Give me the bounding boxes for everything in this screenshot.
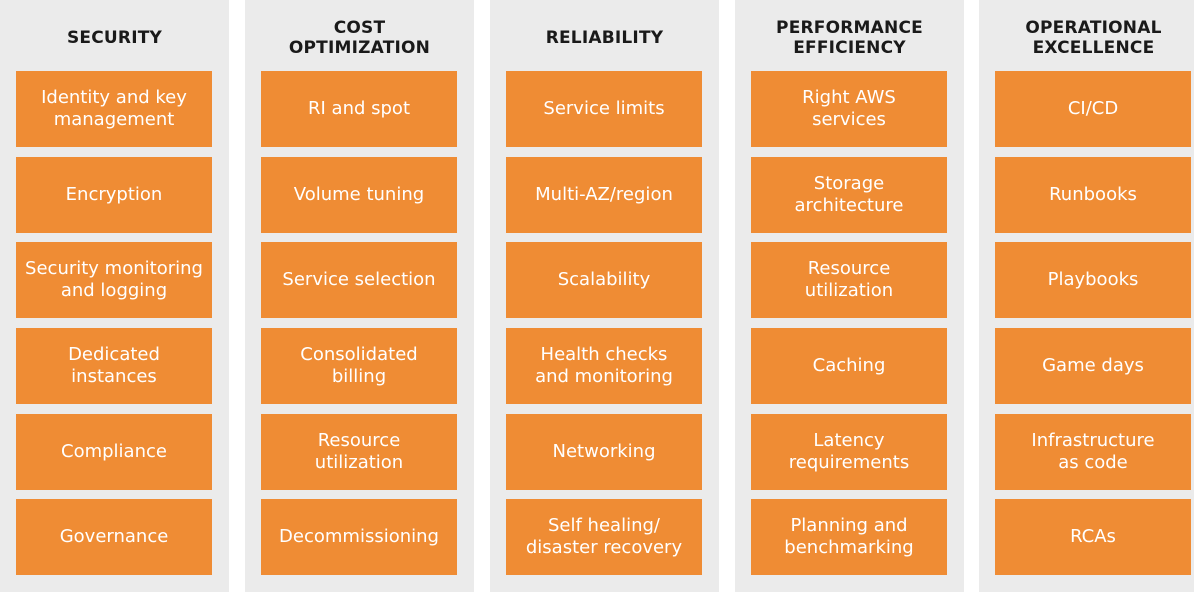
pillar-item: Consolidated billing: [261, 328, 457, 404]
pillar-item: Runbooks: [995, 157, 1191, 233]
pillar-item: Security monitoring and logging: [16, 242, 212, 318]
pillar-item: Self healing/ disaster recovery: [506, 499, 702, 575]
pillar-title: RELIABILITY: [545, 28, 664, 48]
pillar-item: Right AWS services: [751, 71, 947, 147]
pillar-item: Caching: [751, 328, 947, 404]
pillar-performance-efficiency: PERFORMANCE EFFICIENCY Right AWS service…: [735, 0, 964, 592]
pillar-item: Planning and benchmarking: [751, 499, 947, 575]
pillar-item: RI and spot: [261, 71, 457, 147]
pillar-item: Encryption: [16, 157, 212, 233]
pillar-item: Multi-AZ/region: [506, 157, 702, 233]
pillar-title: COST OPTIMIZATION: [288, 18, 431, 58]
pillar-item: Playbooks: [995, 242, 1191, 318]
pillar-item: Compliance: [16, 414, 212, 490]
pillar-security: SECURITY Identity and key management Enc…: [0, 0, 229, 592]
pillar-item: Service limits: [506, 71, 702, 147]
pillar-item: Decommissioning: [261, 499, 457, 575]
pillar-item: RCAs: [995, 499, 1191, 575]
pillar-item: CI/CD: [995, 71, 1191, 147]
pillar-title: SECURITY: [66, 28, 163, 48]
pillar-item: Game days: [995, 328, 1191, 404]
pillar-operational-excellence: OPERATIONAL EXCELLENCE CI/CD Runbooks Pl…: [979, 0, 1194, 592]
pillar-item: Resource utilization: [751, 242, 947, 318]
pillar-item: Health checks and monitoring: [506, 328, 702, 404]
pillar-item: Latency requirements: [751, 414, 947, 490]
pillar-item: Infrastructure as code: [995, 414, 1191, 490]
pillar-item: Storage architecture: [751, 157, 947, 233]
pillar-item: Networking: [506, 414, 702, 490]
pillar-item: Volume tuning: [261, 157, 457, 233]
pillar-title: OPERATIONAL EXCELLENCE: [1025, 18, 1162, 58]
pillar-item: Resource utilization: [261, 414, 457, 490]
pillar-item: Scalability: [506, 242, 702, 318]
pillar-item: Service selection: [261, 242, 457, 318]
pillar-item: Dedicated instances: [16, 328, 212, 404]
pillar-cost-optimization: COST OPTIMIZATION RI and spot Volume tun…: [245, 0, 474, 592]
pillar-item: Identity and key management: [16, 71, 212, 147]
pillar-reliability: RELIABILITY Service limits Multi-AZ/regi…: [490, 0, 719, 592]
pillar-title: PERFORMANCE EFFICIENCY: [776, 18, 923, 58]
pillar-item: Governance: [16, 499, 212, 575]
